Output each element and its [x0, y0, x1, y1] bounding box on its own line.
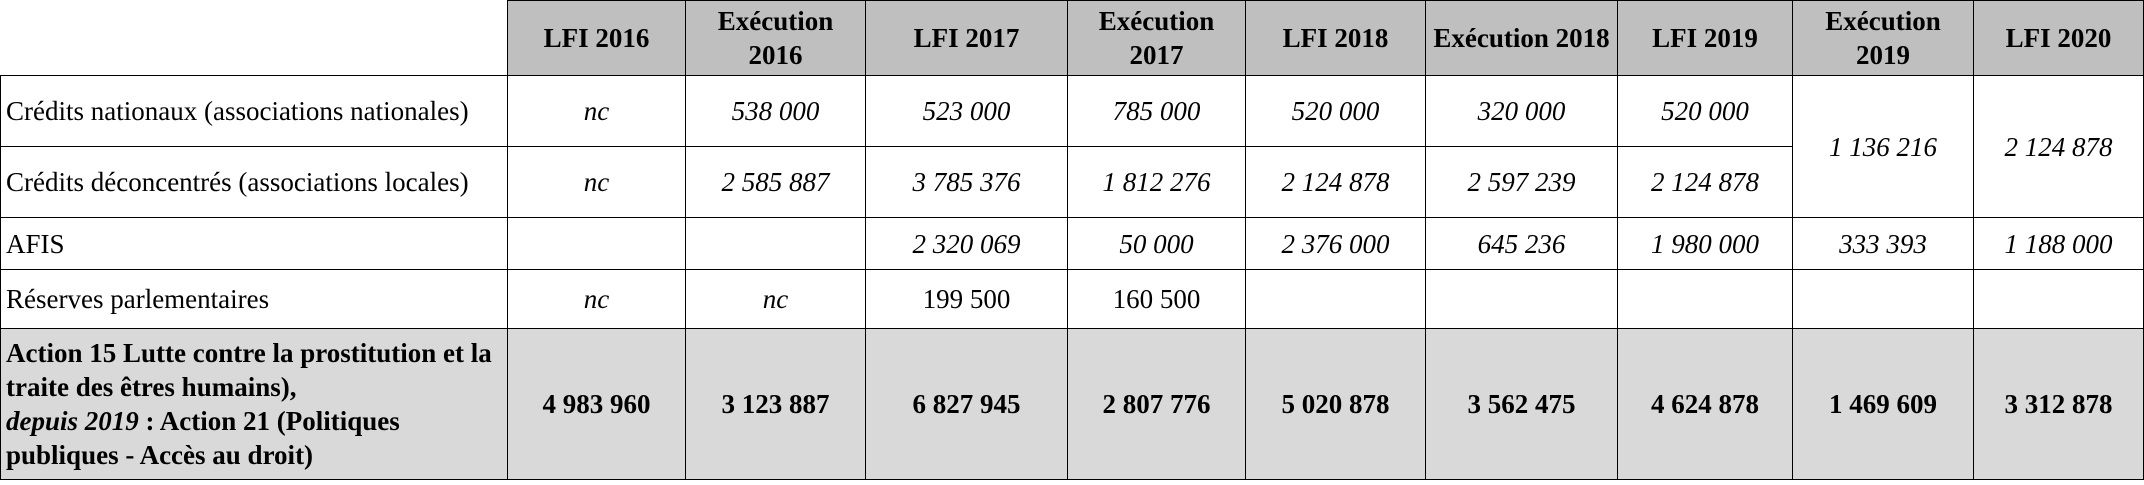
total-cell: 2 807 776 [1067, 328, 1246, 480]
table-cell: 2 376 000 [1245, 217, 1426, 270]
table-cell: 520 000 [1617, 75, 1793, 147]
table-cell [507, 217, 686, 270]
table-cell: 333 393 [1792, 217, 1974, 270]
table-cell: 2 320 069 [865, 217, 1068, 270]
total-cell: 6 827 945 [865, 328, 1068, 480]
row-label: Réserves parlementaires [0, 269, 508, 329]
table-cell: nc [507, 146, 686, 218]
total-cell: 4 624 878 [1617, 328, 1793, 480]
total-cell: 3 123 887 [685, 328, 866, 480]
table-cell: 2 597 239 [1425, 146, 1618, 218]
table-cell: 2 585 887 [685, 146, 866, 218]
table-cell: 320 000 [1425, 75, 1618, 147]
header-lfi-2020: LFI 2020 [1973, 0, 2144, 76]
table-cell: 2 124 878 [1617, 146, 1793, 218]
row-label: Crédits nationaux (associations national… [0, 75, 508, 147]
table-cell: nc [507, 269, 686, 329]
table-cell: 2 124 878 [1245, 146, 1426, 218]
table-cell: 645 236 [1425, 217, 1618, 270]
table-cell: nc [685, 269, 866, 329]
table-cell [1245, 269, 1426, 329]
header-execution-2017: Exécution 2017 [1067, 0, 1246, 76]
table-cell [1617, 269, 1793, 329]
table-cell: 199 500 [865, 269, 1068, 329]
table-row-reserves-parlementaires: Réserves parlementaires nc nc 199 500 16… [0, 269, 2144, 329]
table-cell: 785 000 [1067, 75, 1246, 147]
header-lfi-2019: LFI 2019 [1617, 0, 1793, 76]
header-execution-2018: Exécution 2018 [1425, 0, 1618, 76]
header-lfi-2018: LFI 2018 [1245, 0, 1426, 76]
total-label-rest: : Action 21 (Politiques publiques - Accè… [6, 406, 400, 470]
row-label: Crédits déconcentrés (associations local… [0, 146, 508, 218]
total-cell: 3 312 878 [1973, 328, 2144, 480]
table-row-credits-nationaux: Crédits nationaux (associations national… [0, 75, 2144, 218]
merged-cell-execution-2019: 1 136 216 [1792, 75, 1974, 218]
table-cell: 50 000 [1067, 217, 1246, 270]
header-row: LFI 2016 Exécution 2016 LFI 2017 Exécuti… [0, 0, 2144, 76]
table-cell [1425, 269, 1618, 329]
table-cell: 3 785 376 [865, 146, 1068, 218]
table-cell: 1 188 000 [1973, 217, 2144, 270]
table-cell: 523 000 [865, 75, 1068, 147]
table-cell [1973, 269, 2144, 329]
header-execution-2016: Exécution 2016 [685, 0, 866, 76]
table-cell: 538 000 [685, 75, 866, 147]
table-cell [685, 217, 866, 270]
merged-cell-lfi-2020: 2 124 878 [1973, 75, 2144, 218]
total-label-bold: Action 15 Lutte contre la prostitution e… [6, 338, 492, 402]
table-cell [1792, 269, 1974, 329]
header-execution-2019: Exécution 2019 [1792, 0, 1974, 76]
header-lfi-2017: LFI 2017 [865, 0, 1068, 76]
table-cell: 1 812 276 [1067, 146, 1246, 218]
total-label-italic: depuis 2019 [6, 406, 139, 436]
table-row-total-action: Action 15 Lutte contre la prostitution e… [0, 328, 2144, 480]
total-cell: 4 983 960 [507, 328, 686, 480]
table-cell: 160 500 [1067, 269, 1246, 329]
total-cell: 3 562 475 [1425, 328, 1618, 480]
table-row-afis: AFIS 2 320 069 50 000 2 376 000 645 236 … [0, 217, 2144, 270]
table-cell: nc [507, 75, 686, 147]
row-label: AFIS [0, 217, 508, 270]
total-cell: 5 020 878 [1245, 328, 1426, 480]
total-row-label: Action 15 Lutte contre la prostitution e… [0, 328, 508, 480]
total-cell: 1 469 609 [1792, 328, 1974, 480]
header-corner [0, 0, 508, 76]
header-lfi-2016: LFI 2016 [507, 0, 686, 76]
table-cell: 1 980 000 [1617, 217, 1793, 270]
table-cell: 520 000 [1245, 75, 1426, 147]
